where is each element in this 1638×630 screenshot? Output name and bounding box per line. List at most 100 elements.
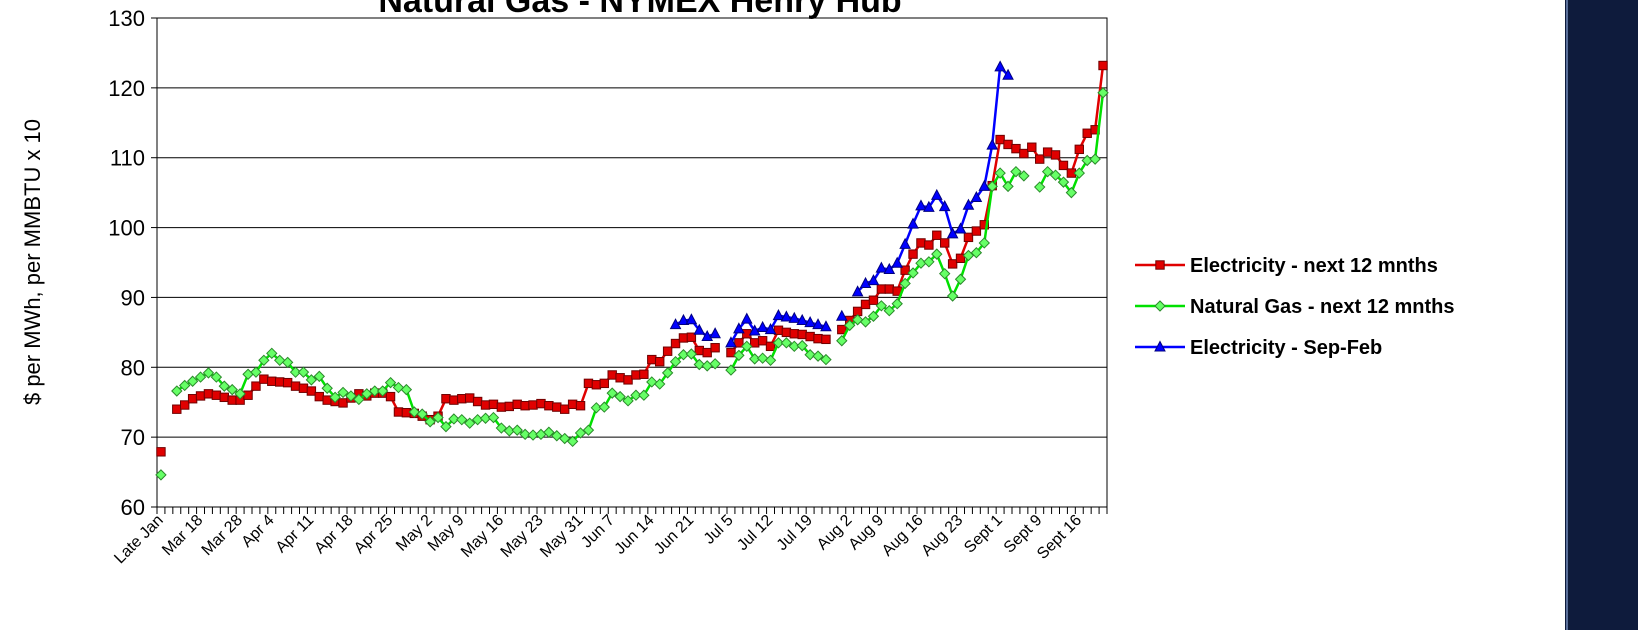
data-point (179, 379, 191, 392)
data-point (243, 390, 253, 400)
data-point (567, 399, 578, 410)
data-point (250, 366, 262, 378)
data-point (686, 332, 697, 342)
data-point (1034, 181, 1046, 193)
data-point (907, 267, 919, 279)
chart-title: Natural Gas - NYMEX Henry Hub (378, 0, 901, 20)
data-point (860, 299, 871, 310)
data-point (685, 313, 698, 325)
data-point (954, 222, 967, 234)
data-point (210, 371, 223, 383)
y-tick-label: 120 (108, 76, 145, 101)
data-point (669, 355, 682, 368)
data-point (1089, 153, 1101, 165)
data-point (488, 399, 499, 410)
data-point (995, 134, 1005, 145)
data-point (867, 274, 880, 286)
data-point (876, 284, 887, 294)
data-point (464, 417, 476, 429)
data-point (552, 402, 562, 412)
y-tick-label: 60 (121, 495, 145, 520)
data-point (345, 390, 357, 402)
y-axis-label: $ per MWh, per MMBTU x 10 (20, 119, 45, 405)
data-point (440, 420, 452, 433)
data-point (1097, 87, 1109, 99)
data-point (321, 382, 333, 394)
data-point (456, 413, 468, 426)
data-point (155, 469, 167, 481)
data-point (496, 402, 507, 412)
data-point (267, 376, 277, 386)
data-point (511, 424, 523, 436)
data-point (1073, 167, 1085, 179)
data-point (606, 387, 618, 399)
data-point (353, 393, 365, 406)
data-point (923, 200, 935, 212)
data-point (970, 190, 983, 203)
data-point (203, 389, 214, 399)
data-point (677, 313, 690, 325)
side-panel (1565, 0, 1638, 630)
data-point (875, 261, 888, 273)
data-point (669, 318, 682, 330)
data-point (266, 347, 278, 360)
data-point (465, 393, 475, 403)
data-point (844, 319, 856, 332)
y-tick-label: 110 (110, 146, 145, 171)
data-point (915, 199, 927, 211)
data-point (1049, 169, 1062, 181)
data-point (733, 349, 745, 362)
data-point (1042, 147, 1053, 157)
data-point (907, 217, 919, 229)
data-point (647, 354, 657, 365)
data-point (591, 380, 602, 390)
data-point (1003, 139, 1013, 150)
data-point (536, 398, 546, 409)
data-point (835, 309, 848, 321)
data-point (251, 381, 261, 391)
data-point (939, 267, 951, 280)
data-point (234, 388, 246, 400)
data-point (211, 390, 222, 400)
data-point (820, 353, 832, 366)
data-point (654, 378, 666, 390)
data-point (837, 324, 847, 335)
data-point (986, 180, 998, 193)
data-point (615, 373, 625, 383)
data-point (756, 352, 769, 364)
data-point (574, 427, 587, 439)
data-point (978, 237, 990, 249)
data-point (187, 394, 198, 404)
data-point (449, 395, 459, 405)
data-point (932, 230, 942, 240)
data-point (1050, 150, 1061, 160)
data-point (338, 398, 348, 408)
data-point (726, 347, 736, 358)
data-point (994, 60, 1006, 72)
data-point (219, 392, 229, 403)
data-point (598, 401, 610, 413)
data-point (780, 310, 793, 322)
data-point (930, 188, 943, 200)
data-point (337, 386, 349, 399)
y-tick-label: 130 (108, 6, 145, 31)
data-point (495, 422, 508, 434)
data-point (836, 335, 848, 347)
data-point (376, 385, 389, 397)
data-point (851, 285, 864, 297)
data-point (883, 262, 896, 274)
data-point (290, 381, 301, 391)
data-point (172, 404, 182, 414)
data-point (614, 390, 626, 403)
data-point (281, 356, 294, 369)
data-point (994, 167, 1006, 179)
data-point (448, 413, 460, 425)
data-point (725, 364, 737, 376)
data-point (400, 383, 413, 396)
data-point (275, 377, 285, 387)
data-point (1074, 144, 1084, 155)
y-tick-label: 70 (121, 425, 145, 450)
